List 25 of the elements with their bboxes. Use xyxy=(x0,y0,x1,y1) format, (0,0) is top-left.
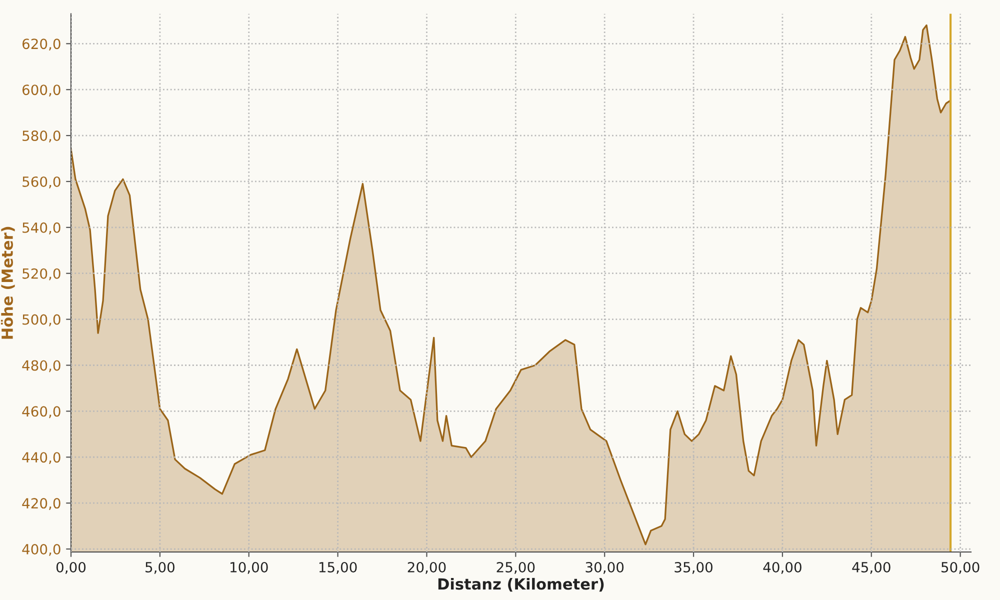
y-tick-label: 480,0 xyxy=(22,360,60,372)
y-tick-label: 540,0 xyxy=(22,222,60,234)
x-tick-label: 35,00 xyxy=(674,562,712,574)
y-tick-label: 520,0 xyxy=(22,268,60,280)
x-tick-label: 10,00 xyxy=(230,562,268,574)
y-tick-label: 420,0 xyxy=(22,498,60,510)
y-tick-label: 460,0 xyxy=(22,406,60,418)
y-axis-title: Höhe (Meter) xyxy=(0,226,15,339)
x-tick-label: 15,00 xyxy=(319,562,357,574)
x-tick-label: 25,00 xyxy=(496,562,535,574)
x-tick-label: 45,00 xyxy=(852,562,890,574)
x-tick-label: 30,00 xyxy=(586,562,624,574)
y-tick-label: 560,0 xyxy=(22,176,60,188)
x-tick-label: 0,00 xyxy=(56,562,86,574)
y-tick-label: 600,0 xyxy=(22,84,60,96)
x-tick-label: 40,00 xyxy=(763,562,802,574)
y-tick-label: 580,0 xyxy=(22,130,60,142)
x-tick-label: 5,00 xyxy=(146,562,174,574)
x-tick-label: 50,00 xyxy=(942,562,980,574)
y-tick-label: 500,0 xyxy=(22,314,60,326)
y-tick-label: 440,0 xyxy=(22,452,60,464)
y-tick-label: 620,0 xyxy=(22,38,60,51)
y-tick-label: 400,0 xyxy=(22,544,60,556)
x-tick-label: 20,00 xyxy=(408,562,446,574)
x-axis-title: Distanz (Kilometer) xyxy=(438,578,604,592)
